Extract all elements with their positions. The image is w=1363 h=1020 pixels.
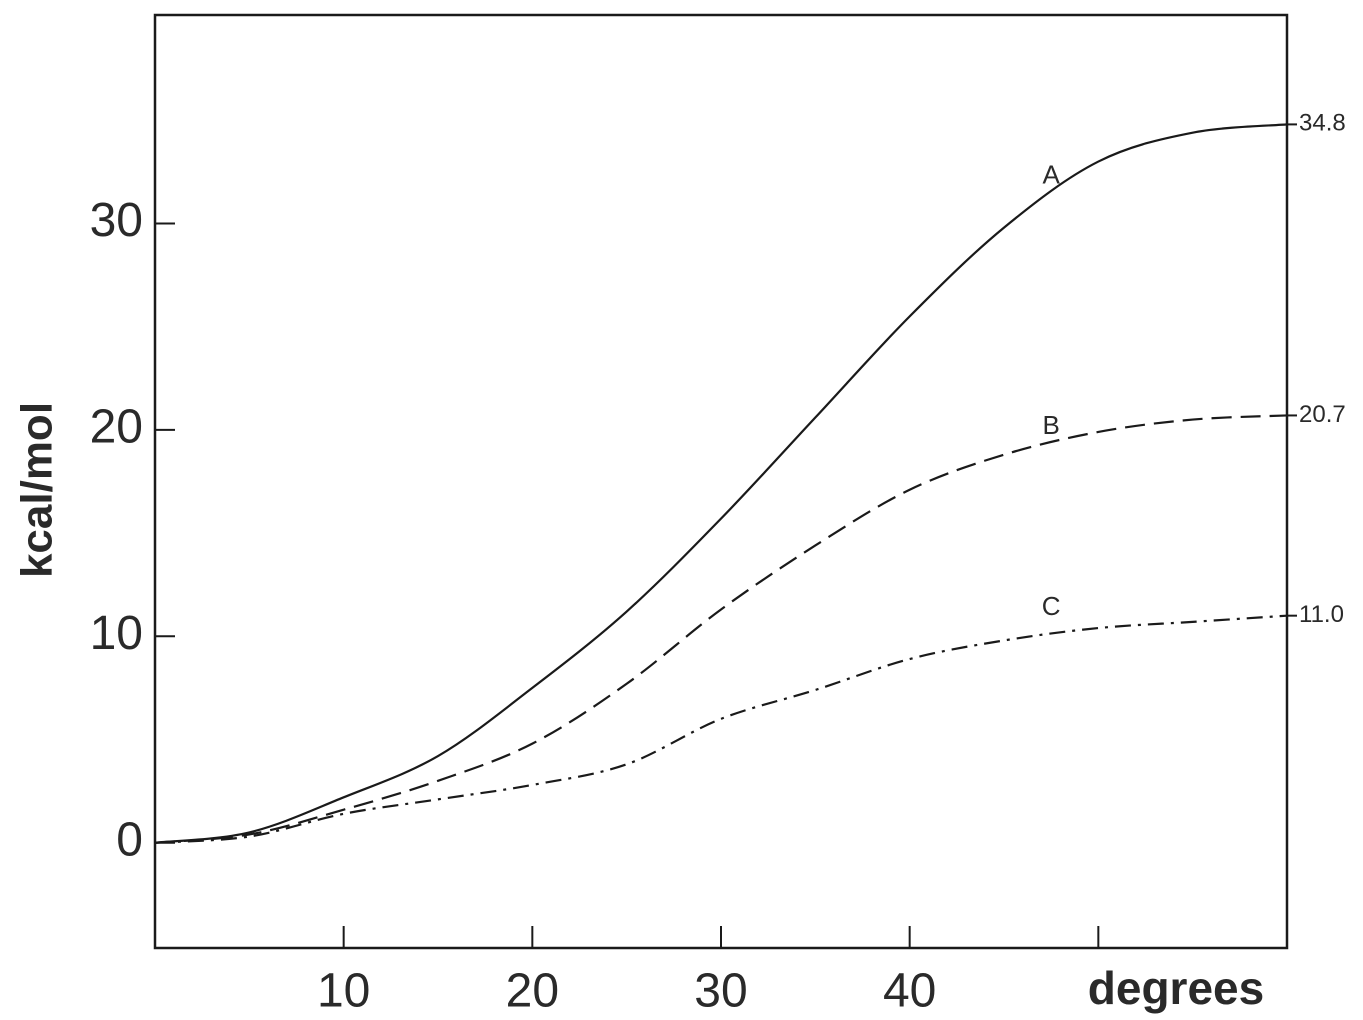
y-axis-label: kcal/mol <box>13 402 62 578</box>
x-axis-label: degrees <box>1088 962 1264 1014</box>
end-value-label: 11.0 <box>1299 601 1344 628</box>
x-tick-label: 40 <box>883 965 936 1018</box>
x-tick-label: 10 <box>317 965 370 1018</box>
line-series <box>154 614 1288 844</box>
line-series <box>154 414 1288 844</box>
line-series <box>154 123 1288 844</box>
series-label: B <box>1042 410 1059 440</box>
end-value-label: 34.8 <box>1299 110 1346 137</box>
plot-frame <box>153 13 1289 950</box>
series-label: C <box>1042 591 1061 621</box>
y-tick-label: 20 <box>90 401 143 454</box>
x-tick-label: 30 <box>694 965 747 1018</box>
x-tick-label: 20 <box>506 965 559 1018</box>
series-label: A <box>1042 159 1060 189</box>
y-tick-label: 30 <box>90 194 143 247</box>
y-tick-label: 0 <box>116 813 143 866</box>
end-value-label: 20.7 <box>1299 401 1346 428</box>
y-tick-label: 10 <box>90 607 143 660</box>
